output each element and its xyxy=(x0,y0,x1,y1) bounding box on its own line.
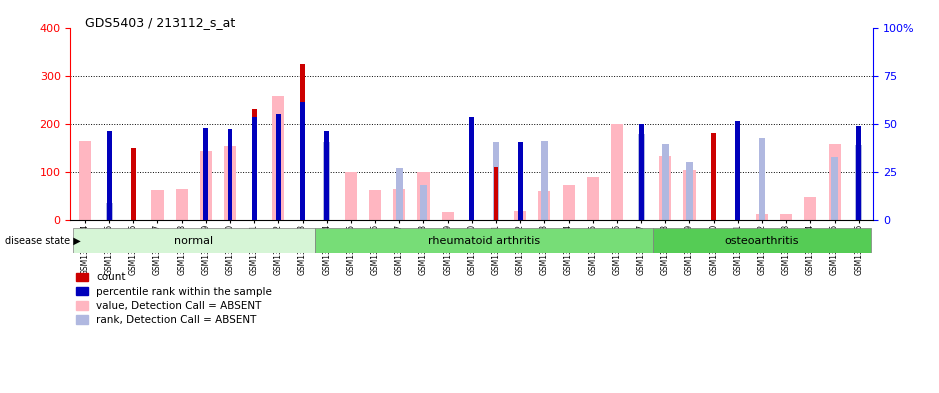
Bar xyxy=(418,172,429,220)
Bar xyxy=(272,96,285,220)
Bar xyxy=(538,191,550,220)
Bar xyxy=(107,131,112,220)
Bar xyxy=(587,177,599,220)
Bar xyxy=(735,121,740,220)
Bar xyxy=(300,102,305,220)
Bar xyxy=(562,185,575,220)
Bar xyxy=(855,145,862,220)
Bar xyxy=(638,134,644,220)
Bar xyxy=(396,168,403,220)
Bar xyxy=(227,129,233,220)
Bar xyxy=(611,124,623,220)
Bar xyxy=(441,212,454,220)
Bar xyxy=(517,142,523,220)
Text: normal: normal xyxy=(175,236,213,246)
Legend: count, percentile rank within the sample, value, Detection Call = ABSENT, rank, : count, percentile rank within the sample… xyxy=(76,272,272,325)
Bar xyxy=(856,126,861,220)
Bar xyxy=(711,133,716,220)
Bar xyxy=(494,167,499,220)
Bar xyxy=(515,211,526,220)
Bar xyxy=(759,138,765,220)
Bar xyxy=(470,129,474,220)
Bar xyxy=(176,189,188,220)
Bar xyxy=(805,197,816,220)
Bar xyxy=(151,190,163,220)
Bar xyxy=(315,228,654,253)
Bar xyxy=(323,141,331,220)
Bar xyxy=(324,131,330,220)
Bar xyxy=(541,141,547,220)
Bar xyxy=(79,141,91,220)
Bar xyxy=(470,117,474,220)
Text: osteoarthritis: osteoarthritis xyxy=(725,236,799,246)
Bar xyxy=(276,114,281,220)
Bar xyxy=(654,228,870,253)
Bar xyxy=(756,214,768,220)
Bar xyxy=(393,189,406,220)
Bar xyxy=(106,203,113,220)
Bar xyxy=(345,172,357,220)
Bar xyxy=(686,162,693,220)
Bar xyxy=(252,117,256,220)
Bar xyxy=(493,142,500,220)
Bar xyxy=(252,109,256,220)
Text: disease state ▶: disease state ▶ xyxy=(5,236,81,246)
Bar xyxy=(73,228,315,253)
Bar xyxy=(659,156,671,220)
Bar xyxy=(224,147,236,220)
Bar xyxy=(369,190,381,220)
Bar xyxy=(324,150,330,220)
Bar xyxy=(831,158,838,220)
Bar xyxy=(662,144,669,220)
Text: GDS5403 / 213112_s_at: GDS5403 / 213112_s_at xyxy=(85,16,235,29)
Bar xyxy=(204,128,208,220)
Bar xyxy=(828,144,840,220)
Bar xyxy=(639,124,643,220)
Bar xyxy=(200,151,212,220)
Bar xyxy=(300,64,305,220)
Bar xyxy=(131,148,136,220)
Bar xyxy=(684,171,696,220)
Bar xyxy=(780,214,793,220)
Bar xyxy=(420,185,427,220)
Text: rheumatoid arthritis: rheumatoid arthritis xyxy=(428,236,540,246)
